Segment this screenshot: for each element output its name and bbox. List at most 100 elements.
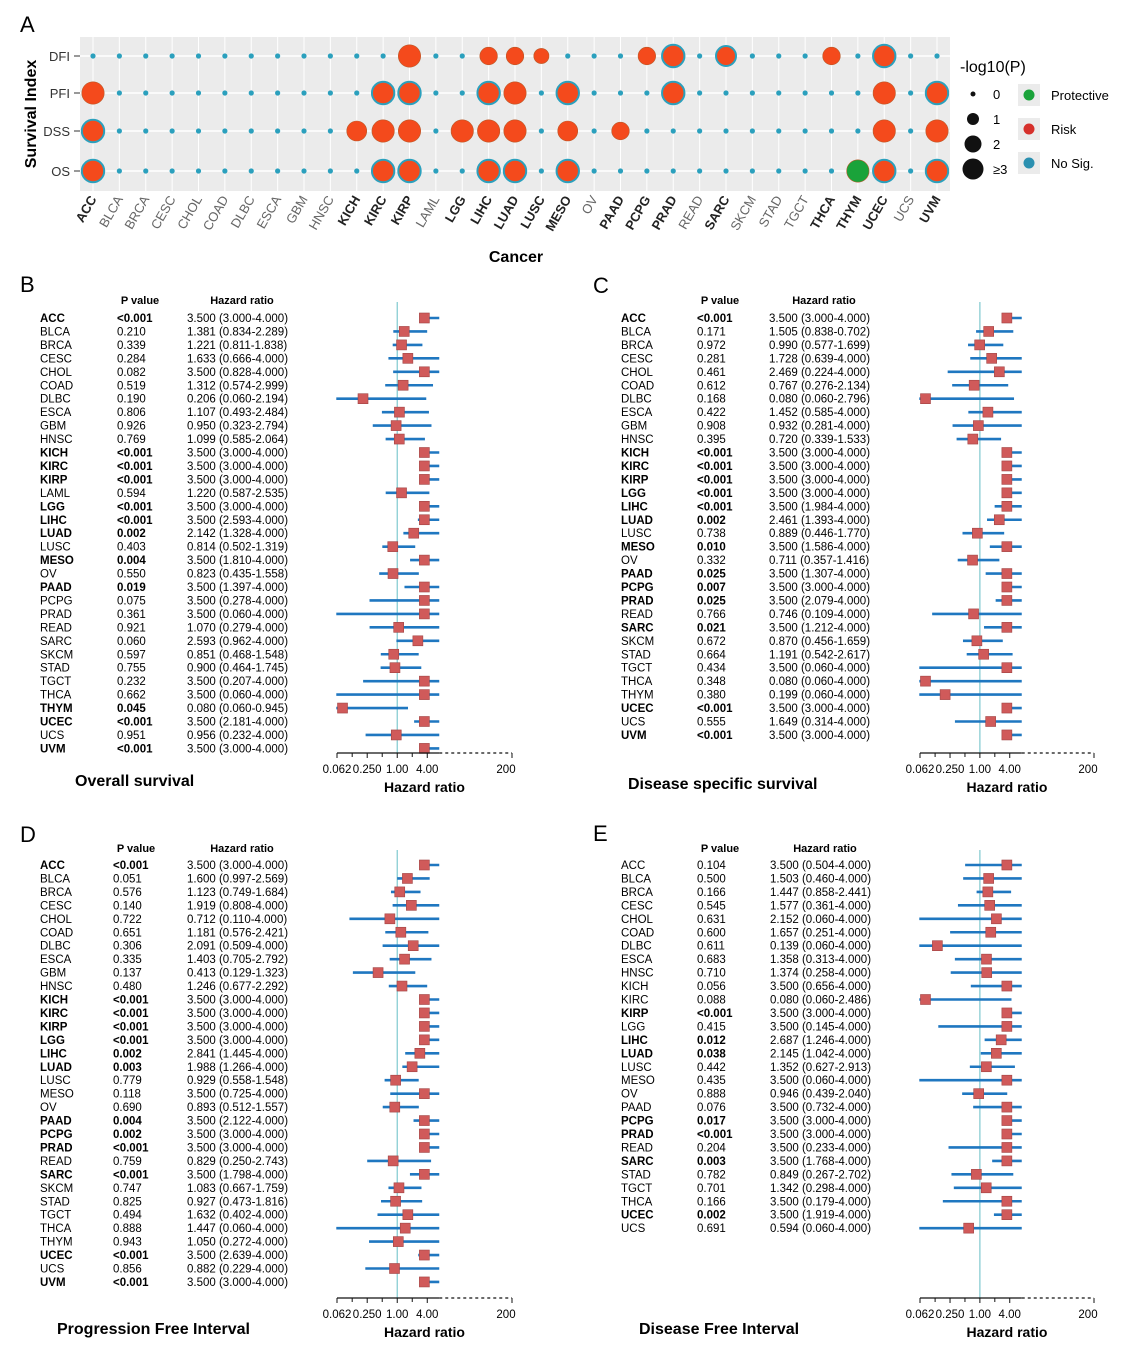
forest-point-estimate xyxy=(396,980,408,992)
forest-hazard-ratio-text: 3.500 (1.212-4.000) xyxy=(769,622,870,634)
forest-cancer-label: PCPG xyxy=(40,1129,73,1141)
forest-point-estimate xyxy=(986,353,997,364)
nosig-dot xyxy=(697,53,703,59)
bubble-cancer-labels: ACCBLCABRCACESCCHOLCOADDLBCESCAGBMHNSCKI… xyxy=(73,192,944,233)
forest-cancer-label: BRCA xyxy=(621,887,653,899)
forest-point-estimate xyxy=(419,994,430,1005)
nosig-dot xyxy=(802,90,808,96)
forest-plot-disease-free-interval: E P value Hazard ratio ACC 0.104 3.500 (0.504… xyxy=(593,821,1098,1340)
forest-p-value: 0.339 xyxy=(117,340,146,352)
forest-point-estimate xyxy=(939,689,951,700)
sig-dot-dfi-prad xyxy=(661,43,686,69)
forest-p-value: 0.003 xyxy=(697,1156,726,1168)
nosig-dot xyxy=(248,128,254,134)
forest-hazard-ratio-text: 0.990 (0.577-1.699) xyxy=(769,340,870,352)
bubble-y-axis-title: Survival Index xyxy=(23,60,40,169)
forest-p-value: 0.002 xyxy=(697,515,726,527)
forest-p-value: 0.747 xyxy=(113,1183,142,1195)
nosig-dot xyxy=(828,168,835,174)
forest-p-value: <0.001 xyxy=(697,313,733,325)
forest-p-value: 0.594 xyxy=(117,488,146,500)
sig-dot-pfi-acc xyxy=(81,81,105,105)
sig-dot-pfi-ucec xyxy=(872,81,896,105)
forest-cancer-label: PCPG xyxy=(621,582,654,594)
forest-hazard-ratio-text: 1.099 (0.585-2.064) xyxy=(187,434,288,446)
forest-cancer-label: THCA xyxy=(621,676,653,688)
cancer-label-laml: LAML xyxy=(412,193,442,230)
forest-p-value: 0.104 xyxy=(697,860,726,872)
nosig-dot xyxy=(802,53,808,59)
forest-hazard-ratio-text: 0.080 (0.060-2.796) xyxy=(769,394,870,406)
forest-p-value: <0.001 xyxy=(117,501,153,513)
forest-point-estimate xyxy=(985,926,997,938)
forest-cancer-label: KICH xyxy=(621,448,649,460)
forest-point-estimate xyxy=(1001,1128,1013,1140)
forest-cancer-label: GBM xyxy=(40,421,66,433)
forest-point-estimate xyxy=(419,1169,430,1180)
nosig-dot xyxy=(169,90,175,96)
nosig-dot xyxy=(301,128,307,134)
forest-x-tick-label: 0.250 xyxy=(936,764,965,776)
forest-p-value: <0.001 xyxy=(697,474,733,486)
forest-point-estimate xyxy=(981,953,992,965)
forest-point-estimate xyxy=(408,527,420,539)
forest-point-estimate xyxy=(1001,1142,1013,1153)
forest-hazard-ratio-text: 1.600 (0.997-2.569) xyxy=(187,873,288,885)
forest-hazard-ratio-text: 3.500 (0.732-4.000) xyxy=(770,1102,871,1114)
forest-p-value: 0.722 xyxy=(113,914,142,926)
forest-hazard-ratio-text: 3.500 (3.000-4.000) xyxy=(187,501,288,513)
forest-x-tick-label: 0.250 xyxy=(936,1309,965,1321)
forest-p-value: 0.600 xyxy=(697,927,726,939)
forest-hazard-ratio-text: 3.500 (3.000-4.000) xyxy=(187,860,288,872)
nosig-dot xyxy=(459,53,465,59)
forest-hazard-ratio-text: 1.083 (0.667-1.759) xyxy=(187,1183,288,1195)
forest-hazard-ratio-text: 3.500 (3.000-4.000) xyxy=(769,474,870,486)
forest-p-value: 0.710 xyxy=(697,968,726,980)
sig-dot-os-ucec xyxy=(872,158,897,184)
forest-point-estimate xyxy=(985,716,996,727)
forest-cancer-label: DLBC xyxy=(40,394,71,406)
nosig-dot xyxy=(248,168,254,174)
forest-cancer-label: LIHC xyxy=(621,1035,648,1047)
forest-cancer-label: KICH xyxy=(40,995,68,1007)
nosig-dot xyxy=(538,90,544,96)
forest-hazard-ratio-text: 1.191 (0.542-2.617) xyxy=(769,649,870,661)
forest-p-value: 0.002 xyxy=(113,1048,142,1060)
forest-hazard-ratio-text: 1.988 (1.266-4.000) xyxy=(187,1062,288,1074)
forest-cancer-label: MESO xyxy=(40,555,74,567)
forest-point-estimate xyxy=(974,339,985,351)
forest-cancer-label: UVM xyxy=(621,730,647,742)
forest-p-value: 0.576 xyxy=(113,887,142,899)
forest-p-value: 0.690 xyxy=(113,1102,142,1114)
forest-hazard-ratio-text: 1.503 (0.460-4.000) xyxy=(770,873,871,885)
legend-size-dot-1 xyxy=(967,113,979,125)
cancer-label-cesc: CESC xyxy=(148,193,179,232)
forest-p-value: 0.232 xyxy=(117,676,146,688)
hazard-ratio-header: Hazard ratio xyxy=(210,843,274,855)
forest-cancer-label: ACC xyxy=(621,860,645,872)
forest-p-value: 0.076 xyxy=(697,1102,726,1114)
forest-p-value: 0.025 xyxy=(697,569,726,581)
forest-p-value: 0.664 xyxy=(697,649,726,661)
forest-x-tick-label: 4.00 xyxy=(416,764,438,776)
forest-hazard-ratio-text: 3.500 (0.278-4.000) xyxy=(187,595,288,607)
forest-hazard-ratio-text: 0.927 (0.473-1.816) xyxy=(187,1196,288,1208)
nosig-dot xyxy=(433,90,439,96)
forest-cancer-label: UCS xyxy=(621,1223,646,1235)
forest-point-estimate xyxy=(1001,859,1013,871)
forest-cancer-label: BRCA xyxy=(40,887,72,899)
forest-x-tick-label: 0.062 xyxy=(906,764,935,776)
sig-dot-pfi-luad xyxy=(503,81,527,105)
forest-point-estimate xyxy=(419,595,430,606)
forest-p-value: 0.348 xyxy=(697,676,726,688)
forest-hazard-ratio-text: 1.312 (0.574-2.999) xyxy=(187,380,288,392)
forest-point-estimate xyxy=(1001,1115,1013,1126)
nosig-dot xyxy=(301,90,307,96)
sig-dot-dss-luad xyxy=(503,119,527,143)
cancer-label-skcm: SKCM xyxy=(727,193,759,233)
nosig-dot xyxy=(776,53,782,59)
forest-hazard-ratio-text: 3.500 (0.725-4.000) xyxy=(187,1089,288,1101)
forest-p-value: 0.461 xyxy=(697,367,726,379)
forest-cancer-label: HNSC xyxy=(40,434,73,446)
nosig-dot xyxy=(143,90,149,96)
